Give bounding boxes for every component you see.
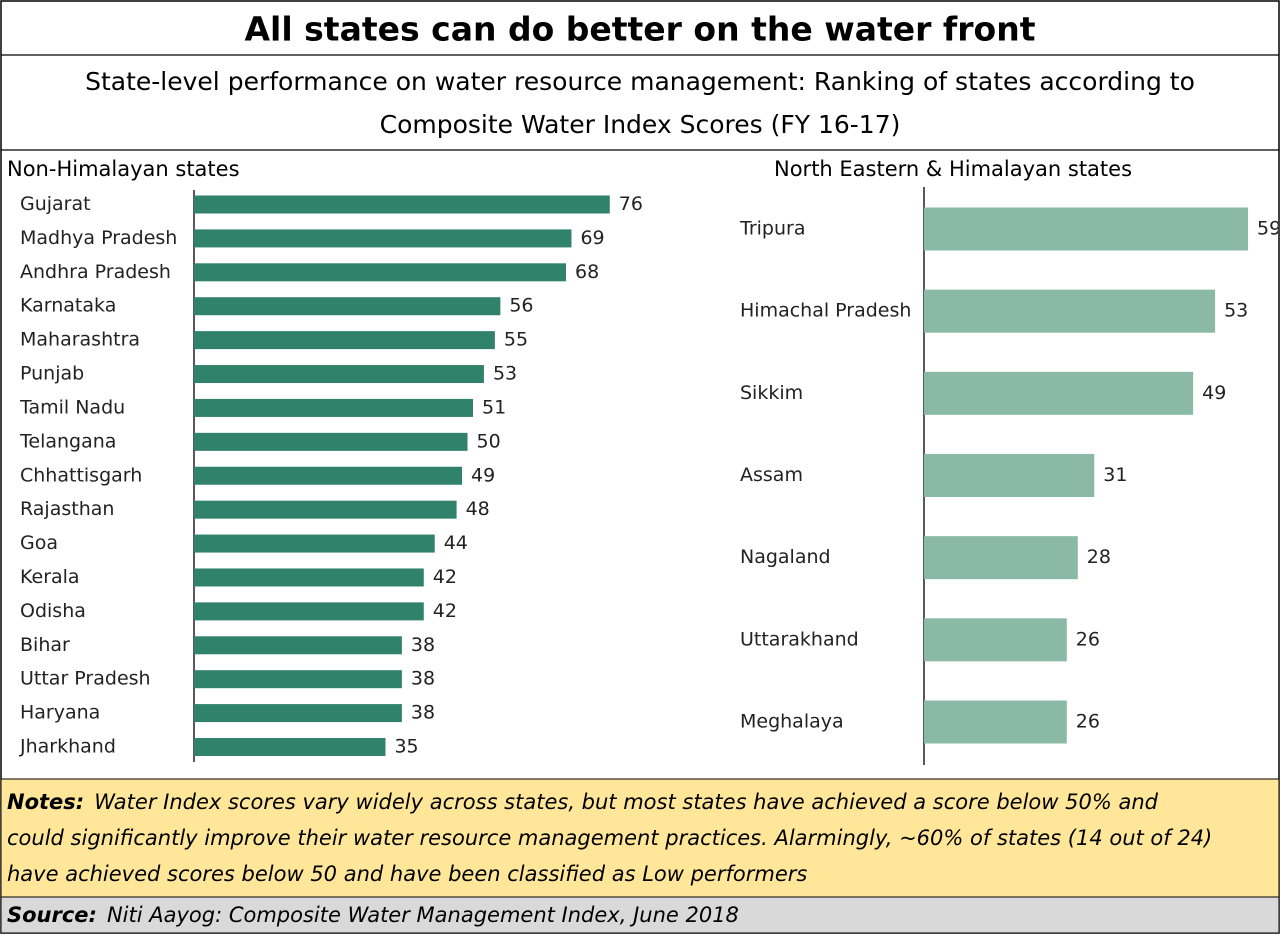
value-label: 68	[575, 261, 599, 283]
subtitle: State-level performance on water resourc…	[85, 67, 1195, 96]
panel-title: Non-Himalayan states	[7, 157, 240, 181]
source: Source: Niti Aayog: Composite Water Manag…	[7, 903, 739, 927]
charts: Non-Himalayan states 76 69 68 56 55 53 51 50 49 48…	[7, 157, 1281, 765]
bar	[924, 454, 1095, 497]
category-label: Maharashtra	[20, 329, 140, 351]
category-label: Kerala	[20, 566, 80, 588]
bar-chart: 76 69 68 56 55 53 51 50 49 48 44 42 42 38 38 38 35	[193, 190, 643, 762]
category-label: Bihar	[20, 634, 70, 656]
bar	[194, 568, 424, 587]
value-label: 51	[482, 396, 506, 418]
category-label: Tripura	[739, 218, 805, 240]
bar	[194, 297, 501, 316]
bar	[194, 195, 610, 214]
notes-text: have achieved scores below 50 and have b…	[7, 862, 807, 886]
bar	[194, 636, 402, 655]
notes-text: Water Index scores vary widely across st…	[94, 790, 1158, 814]
category-label: Uttarakhand	[740, 628, 859, 650]
category-label: Karnataka	[20, 295, 116, 317]
notes-label: Notes:	[7, 790, 84, 814]
category-label: Gujarat	[20, 193, 91, 215]
category-label: Punjab	[20, 363, 84, 385]
bar	[924, 207, 1249, 251]
value-label: 49	[471, 464, 495, 486]
panel-title: North Eastern & Himalayan states	[774, 157, 1132, 181]
bar	[924, 700, 1067, 744]
value-label: 31	[1103, 464, 1127, 486]
category-label: Haryana	[20, 702, 100, 724]
bar	[194, 229, 572, 248]
category-label: Uttar Pradesh	[20, 668, 151, 690]
category-label: Andhra Pradesh	[20, 261, 171, 283]
value-label: 56	[509, 295, 533, 317]
bar	[194, 670, 402, 689]
category-label: Nagaland	[740, 546, 831, 568]
category-label: Rajasthan	[20, 498, 114, 520]
category-label: Himachal Pradesh	[740, 300, 911, 322]
category-label: Chhattisgarh	[20, 464, 142, 486]
value-label: 53	[493, 363, 517, 385]
source-box	[0, 896, 1280, 934]
bar	[924, 536, 1078, 580]
value-label: 53	[1224, 300, 1248, 322]
source-text: Niti Aayog: Composite Water Management I…	[107, 903, 739, 927]
value-label: 35	[394, 736, 418, 758]
value-label: 26	[1076, 711, 1100, 733]
bar-chart: 59 53 49 31 28 26 26	[923, 187, 1281, 765]
value-label: 38	[411, 668, 435, 690]
bar	[194, 500, 457, 519]
bar	[194, 365, 484, 384]
value-label: 26	[1076, 628, 1100, 650]
bar	[194, 534, 435, 553]
value-label: 48	[466, 498, 490, 520]
value-label: 42	[433, 566, 457, 588]
value-label: 50	[477, 430, 501, 452]
bar	[194, 398, 473, 417]
category-label: Goa	[20, 532, 58, 554]
bar	[194, 738, 386, 756]
value-label: 49	[1202, 382, 1226, 404]
bar	[194, 466, 463, 485]
value-label: 44	[444, 532, 468, 554]
category-label: Meghalaya	[740, 711, 844, 733]
title: All states can do better on the water fr…	[245, 10, 1036, 49]
value-label: 38	[411, 634, 435, 656]
category-label: Jharkhand	[19, 736, 116, 758]
category-label: Odisha	[20, 600, 86, 622]
bar	[194, 602, 424, 621]
value-label: 76	[619, 193, 643, 215]
value-label: 42	[433, 600, 457, 622]
category-label: Telangana	[19, 430, 116, 452]
notes: Notes: Water Index scores vary widely acr…	[7, 790, 1159, 814]
subtitle: Composite Water Index Scores (FY 16-17)	[380, 110, 901, 139]
category-label: Tamil Nadu	[19, 396, 125, 418]
bar	[924, 618, 1067, 662]
value-label: 28	[1087, 546, 1111, 568]
notes-text: could significantly improve their water …	[7, 826, 1212, 850]
value-label: 38	[411, 702, 435, 724]
source-label: Source:	[7, 903, 97, 927]
category-label: Assam	[740, 464, 803, 486]
value-label: 59	[1257, 218, 1281, 240]
bar	[924, 371, 1194, 415]
category-label: Madhya Pradesh	[20, 227, 177, 249]
bar	[194, 432, 468, 451]
bar	[194, 263, 566, 282]
value-label: 69	[580, 227, 604, 249]
bar	[194, 331, 495, 350]
category-label: Sikkim	[740, 382, 803, 404]
bar	[924, 289, 1216, 333]
bar	[194, 704, 402, 723]
value-label: 55	[504, 329, 528, 351]
